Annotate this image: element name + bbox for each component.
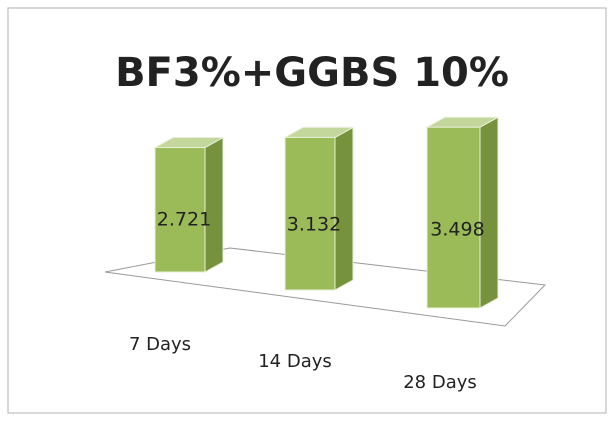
value-label: 2.721 — [157, 209, 211, 231]
bar — [283, 126, 355, 291]
bar-side — [479, 116, 499, 309]
bar-side — [204, 136, 224, 273]
value-label: 3.498 — [430, 219, 484, 241]
bar-front — [154, 147, 206, 273]
bar — [425, 116, 500, 309]
bar-side — [334, 126, 354, 291]
bar — [153, 136, 225, 273]
bar-front — [426, 126, 481, 309]
value-label: 3.132 — [287, 214, 341, 236]
category-label: 28 Days — [403, 372, 477, 393]
bar-front — [284, 136, 336, 291]
category-label: 14 Days — [258, 351, 332, 372]
chart-title: BF3%+GGBS 10% — [115, 50, 509, 96]
category-label: 7 Days — [129, 334, 191, 355]
